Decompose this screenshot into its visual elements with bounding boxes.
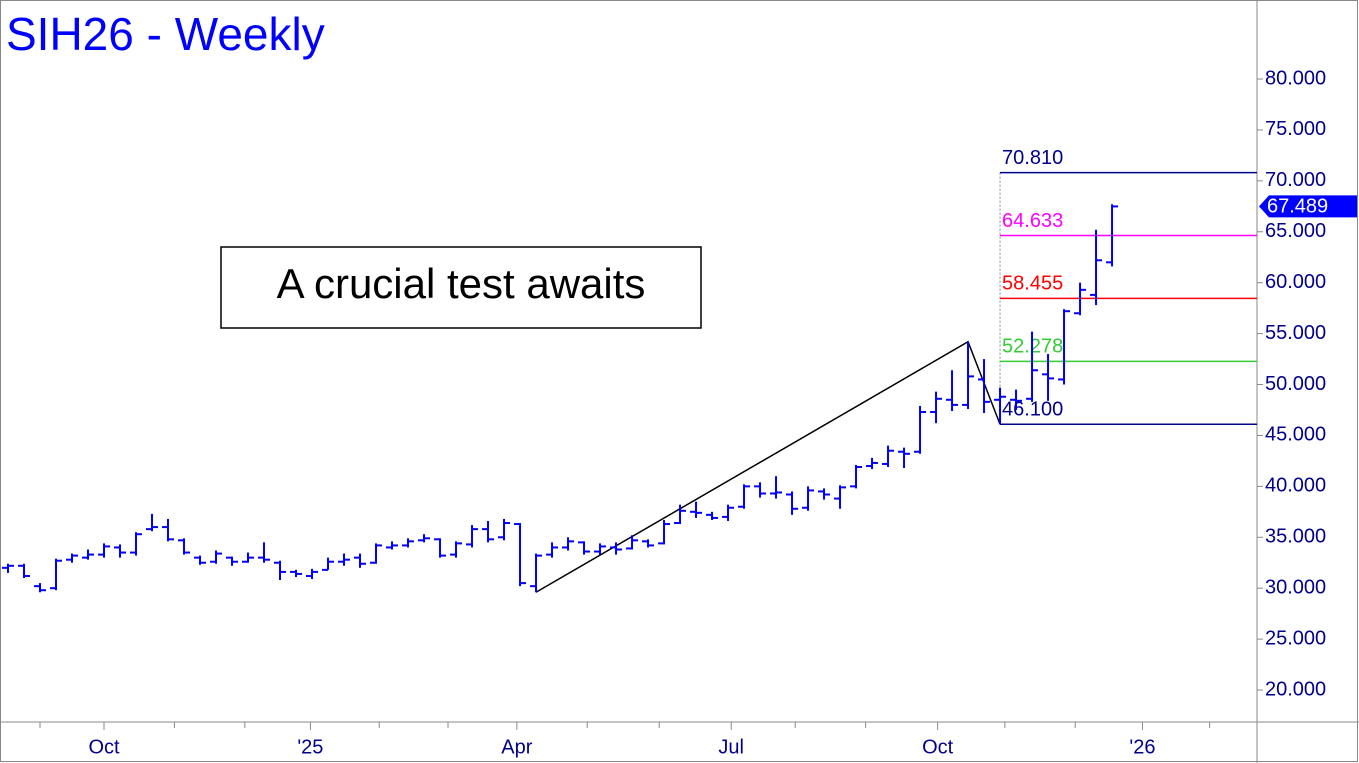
y-tick-label: 70.000 (1265, 169, 1326, 191)
annotation-box (220, 246, 702, 329)
y-tick-label: 35.000 (1265, 526, 1326, 548)
y-tick-label: 20.000 (1265, 678, 1326, 700)
last-price-tag (1259, 195, 1357, 218)
annotation: A crucial test awaits (277, 260, 646, 307)
y-tick-label: 45.000 (1265, 424, 1326, 446)
y-tick-label: 25.000 (1265, 627, 1326, 649)
y-tick-label: 60.000 (1265, 271, 1326, 293)
x-tick-label: '26 (1129, 736, 1155, 758)
x-tick-label: Apr (501, 736, 532, 758)
y-tick-label: 65.000 (1265, 220, 1326, 242)
x-tick-label: '25 (297, 736, 323, 758)
chart-title: SIH26 - Weekly (6, 8, 325, 60)
level-label: 58.455 (1002, 273, 1063, 295)
level-label: 46.100 (1002, 399, 1063, 421)
y-tick-label: 80.000 (1265, 67, 1326, 89)
y-tick-label: 30.000 (1265, 576, 1326, 598)
y-tick-label: 75.000 (1265, 118, 1326, 140)
level-label: 70.810 (1002, 147, 1063, 169)
y-tick-label: 40.000 (1265, 475, 1326, 497)
x-tick-label: Jul (718, 736, 744, 758)
last-price-label: 67.489 (1267, 196, 1328, 218)
level-label: 64.633 (1002, 210, 1063, 232)
y-tick-label: 50.000 (1265, 373, 1326, 395)
y-tick-label: 55.000 (1265, 322, 1326, 344)
x-tick-label: Oct (88, 736, 120, 758)
x-tick-label: Oct (922, 736, 954, 758)
